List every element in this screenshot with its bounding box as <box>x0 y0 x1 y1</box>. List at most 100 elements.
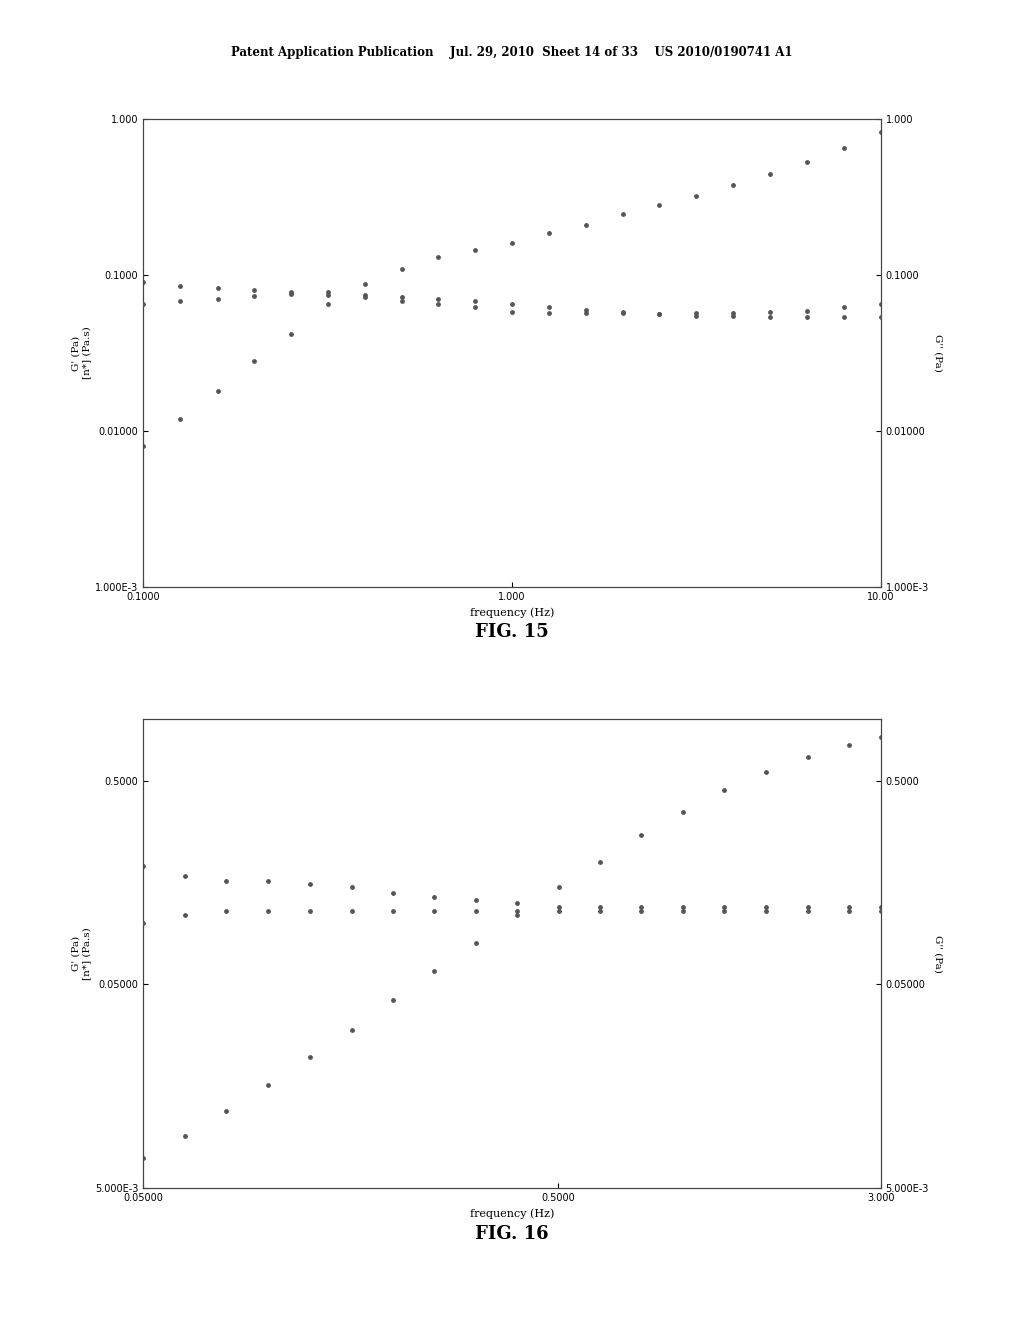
Point <box>283 282 299 304</box>
Point <box>614 301 631 322</box>
Point <box>426 886 442 907</box>
Point <box>675 896 691 917</box>
Point <box>551 900 567 921</box>
Text: Patent Application Publication    Jul. 29, 2010  Sheet 14 of 33    US 2010/01907: Patent Application Publication Jul. 29, … <box>231 46 793 59</box>
Point <box>725 174 741 195</box>
Point <box>210 277 226 298</box>
Point <box>393 257 410 279</box>
Point <box>217 900 233 921</box>
Point <box>872 306 889 327</box>
Point <box>651 304 668 325</box>
Y-axis label: G' (Pa)
[n*] (Pa.s): G' (Pa) [n*] (Pa.s) <box>72 327 91 379</box>
Point <box>468 890 484 911</box>
Point <box>135 436 152 457</box>
Point <box>841 896 857 917</box>
Point <box>217 1100 233 1121</box>
Point <box>799 306 815 327</box>
Point <box>551 896 567 917</box>
Point <box>467 297 483 318</box>
Point <box>319 284 336 305</box>
Point <box>872 121 889 143</box>
Point <box>504 232 520 253</box>
Point <box>872 896 889 917</box>
Point <box>633 896 649 917</box>
Point <box>541 297 557 318</box>
Point <box>356 273 373 294</box>
Point <box>135 912 152 933</box>
X-axis label: frequency (Hz): frequency (Hz) <box>470 607 554 618</box>
Point <box>260 900 276 921</box>
Point <box>633 900 649 921</box>
Point <box>762 164 778 185</box>
Point <box>509 900 525 921</box>
Point <box>177 904 194 925</box>
Point <box>675 801 691 822</box>
Point <box>509 904 525 925</box>
Point <box>504 301 520 322</box>
Point <box>356 286 373 308</box>
Point <box>217 871 233 892</box>
Point <box>633 825 649 846</box>
Point <box>246 286 262 308</box>
Point <box>799 152 815 173</box>
Point <box>135 855 152 876</box>
Point <box>302 1047 318 1068</box>
Point <box>246 280 262 301</box>
Point <box>800 747 816 768</box>
Point <box>651 194 668 215</box>
Point <box>302 900 318 921</box>
Point <box>283 281 299 302</box>
Y-axis label: G'' (Pa): G'' (Pa) <box>934 334 943 372</box>
Point <box>841 734 857 755</box>
Point <box>426 961 442 982</box>
Point <box>716 896 732 917</box>
Point <box>651 304 668 325</box>
Point <box>509 892 525 913</box>
Point <box>343 900 359 921</box>
Point <box>716 900 732 921</box>
Point <box>343 876 359 898</box>
Point <box>592 896 608 917</box>
Point <box>872 293 889 314</box>
Point <box>578 214 594 235</box>
Point <box>468 900 484 921</box>
Point <box>688 305 705 326</box>
Point <box>246 351 262 372</box>
Point <box>716 780 732 801</box>
Point <box>614 203 631 224</box>
Point <box>426 900 442 921</box>
Point <box>688 302 705 323</box>
Point <box>135 272 152 293</box>
Point <box>135 1147 152 1168</box>
Point <box>762 301 778 322</box>
Point <box>319 281 336 302</box>
Y-axis label: G'' (Pa): G'' (Pa) <box>934 935 943 973</box>
Point <box>504 293 520 314</box>
Point <box>210 380 226 401</box>
Point <box>799 300 815 321</box>
Point <box>578 300 594 321</box>
Y-axis label: G' (Pa)
[n*] (Pa.s): G' (Pa) [n*] (Pa.s) <box>72 928 91 979</box>
X-axis label: frequency (Hz): frequency (Hz) <box>470 1208 554 1218</box>
Point <box>283 323 299 345</box>
Point <box>758 896 774 917</box>
Point <box>356 284 373 305</box>
Point <box>872 900 889 921</box>
Point <box>800 896 816 917</box>
Point <box>172 276 188 297</box>
Point <box>319 293 336 314</box>
Point <box>841 900 857 921</box>
Point <box>177 1126 194 1147</box>
Point <box>758 900 774 921</box>
Point <box>614 302 631 323</box>
Point <box>725 302 741 323</box>
Point <box>302 874 318 895</box>
Point <box>430 289 446 310</box>
Point <box>393 290 410 312</box>
Point <box>688 186 705 207</box>
Point <box>836 297 852 318</box>
Point <box>467 239 483 260</box>
Point <box>758 762 774 783</box>
Point <box>172 408 188 429</box>
Point <box>430 247 446 268</box>
